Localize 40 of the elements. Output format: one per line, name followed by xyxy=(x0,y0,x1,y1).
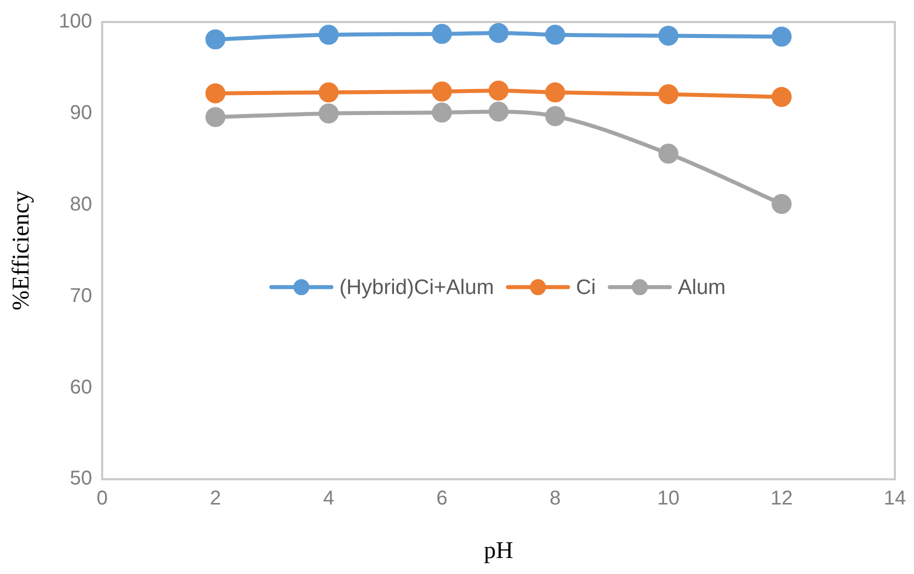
x-axis-title: pH xyxy=(484,538,514,564)
point xyxy=(318,82,339,102)
point xyxy=(488,22,509,43)
y-tick-label: 90 xyxy=(70,102,92,124)
point xyxy=(318,24,339,45)
point xyxy=(545,106,566,126)
x-tick-label: 8 xyxy=(550,488,561,510)
point xyxy=(772,26,792,47)
point xyxy=(545,82,566,102)
legend-label: Ci xyxy=(576,276,596,299)
x-tick-label: 4 xyxy=(323,488,334,510)
point xyxy=(432,24,452,44)
point xyxy=(658,84,678,104)
legend-label: Alum xyxy=(678,276,726,299)
x-tick-label: 14 xyxy=(884,488,906,510)
y-tick-label: 100 xyxy=(58,10,92,33)
point xyxy=(488,80,509,101)
point xyxy=(205,107,226,128)
point xyxy=(205,83,226,104)
y-tick-label: 50 xyxy=(70,468,92,490)
point xyxy=(545,24,566,45)
point xyxy=(772,194,792,214)
legend-label: (Hybrid)Ci+Alum xyxy=(339,276,494,299)
y-tick-label: 60 xyxy=(70,376,92,398)
point xyxy=(658,26,678,46)
x-tick-label: 12 xyxy=(770,488,793,510)
point xyxy=(318,103,339,124)
y-tick-label: 70 xyxy=(70,284,92,307)
y-tick-label: 80 xyxy=(70,193,92,216)
x-tick-label: 2 xyxy=(210,488,221,510)
y-axis-title: %Efficiency xyxy=(8,190,35,310)
x-tick-label: 10 xyxy=(657,488,680,510)
point xyxy=(432,102,452,123)
point xyxy=(658,144,678,164)
point xyxy=(488,102,509,122)
x-tick-label: 0 xyxy=(96,488,108,510)
point xyxy=(205,29,226,50)
x-tick-label: 6 xyxy=(436,488,448,510)
point xyxy=(432,81,452,102)
point xyxy=(772,86,792,107)
